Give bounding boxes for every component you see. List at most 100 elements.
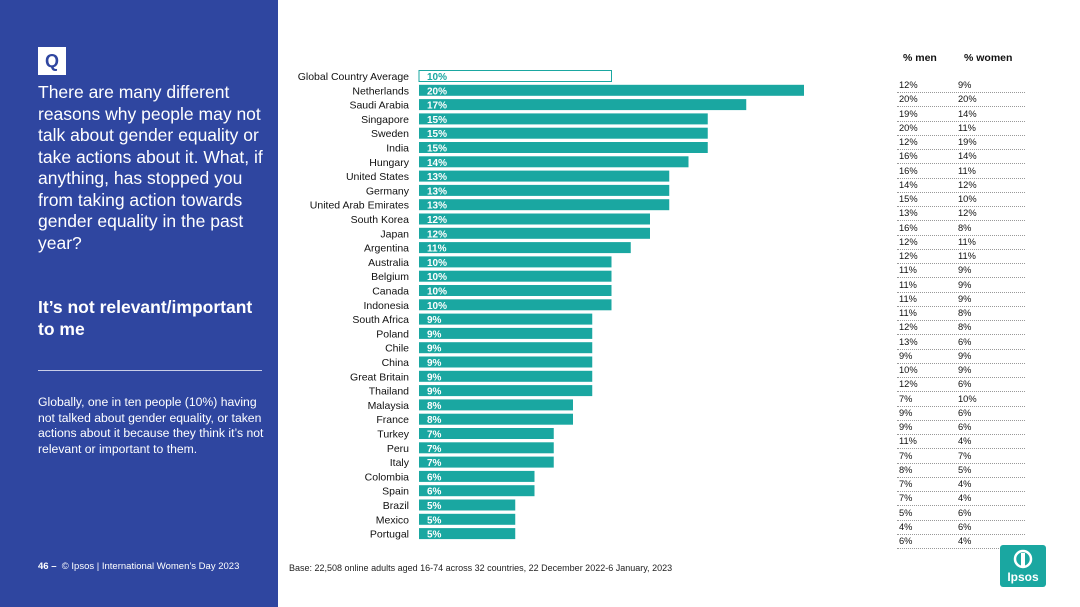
women-value: 4% <box>958 536 972 546</box>
data-label: 9% <box>427 315 442 326</box>
men-value: 13% <box>899 208 918 219</box>
men-value: 12% <box>899 251 918 261</box>
women-value: 11% <box>958 236 976 247</box>
women-value: 6% <box>958 379 972 390</box>
men-value: 7% <box>899 450 913 461</box>
data-label: 8% <box>427 401 442 412</box>
men-value: 12% <box>899 236 918 247</box>
bar <box>419 499 516 511</box>
table-row: 16% 14% <box>897 149 1025 165</box>
men-value: 12% <box>899 137 918 147</box>
women-value: 10% <box>958 393 977 404</box>
table-row: 11% 4% <box>897 434 1025 450</box>
men-value: 5% <box>899 507 913 518</box>
base-note: Base: 22,508 online adults aged 16-74 ac… <box>289 563 673 573</box>
logo-text: Ipsos <box>1007 570 1039 584</box>
category-label: Italy <box>390 457 410 469</box>
category-label: France <box>376 414 409 426</box>
category-label: Great Britain <box>350 371 409 383</box>
women-value: 6% <box>958 336 972 347</box>
data-label: 12% <box>427 215 447 226</box>
women-value: 20% <box>958 94 977 105</box>
women-value: 4% <box>958 436 972 447</box>
bar <box>419 442 554 454</box>
men-value: 11% <box>899 436 917 447</box>
table-row: 12% 19% <box>897 135 1025 151</box>
data-label: 13% <box>427 172 447 183</box>
bar <box>419 528 516 540</box>
sidebar-divider <box>38 370 262 371</box>
category-label: Netherlands <box>352 85 409 97</box>
men-value: 16% <box>899 165 918 176</box>
bar <box>419 470 535 482</box>
bar <box>419 184 670 196</box>
category-label: Chile <box>385 343 409 355</box>
page-number: 46 – <box>38 561 57 572</box>
category-label: South Korea <box>351 214 410 226</box>
data-label: 10% <box>427 72 447 83</box>
category-label: Singapore <box>361 114 409 126</box>
table-row: 7% 4% <box>897 477 1025 493</box>
data-label: 9% <box>427 358 442 369</box>
category-label: China <box>382 357 410 369</box>
table-row: 12% 9% <box>897 78 1025 94</box>
men-value: 7% <box>899 479 913 489</box>
question-text: There are many different reasons why peo… <box>38 82 263 253</box>
answer-highlight: It’s not relevant/important to me <box>38 297 253 339</box>
table-row: 20% 20% <box>897 92 1025 108</box>
bar <box>419 513 516 525</box>
data-label: 5% <box>427 501 442 512</box>
table-row: 12% 11% <box>897 235 1025 250</box>
data-label: 10% <box>427 287 447 298</box>
table-row: 19% 14% <box>897 107 1025 122</box>
data-label: 7% <box>427 458 442 469</box>
men-value: 12% <box>899 80 918 90</box>
table-row: 7% 7% <box>897 449 1025 464</box>
category-label: Indonesia <box>363 300 409 312</box>
category-label: Peru <box>387 443 409 455</box>
table-row: 12% 11% <box>897 249 1025 265</box>
data-label: 15% <box>427 144 447 155</box>
men-value: 16% <box>899 151 918 162</box>
category-label: Spain <box>382 486 409 498</box>
bar <box>419 342 593 354</box>
table-row: 9% 6% <box>897 420 1025 436</box>
men-value: 13% <box>899 336 918 347</box>
category-label: Global Country Average <box>298 71 409 83</box>
women-value: 5% <box>958 464 972 475</box>
table-row: 20% 11% <box>897 121 1025 136</box>
bar <box>419 170 670 182</box>
bar <box>419 356 593 368</box>
bar <box>419 142 708 153</box>
table-row: 11% 9% <box>897 263 1025 279</box>
women-value: 9% <box>958 265 972 276</box>
women-value: 8% <box>958 222 972 233</box>
bar <box>419 485 535 497</box>
men-value: 6% <box>899 536 913 546</box>
table-row: 10% 9% <box>897 363 1025 379</box>
category-label: India <box>386 143 409 155</box>
women-value: 12% <box>958 208 977 219</box>
women-value: 6% <box>958 507 972 518</box>
data-label: 15% <box>427 115 447 126</box>
women-value: 6% <box>958 422 972 432</box>
table-row: 7% 4% <box>897 491 1025 507</box>
summary-text: Globally, one in ten people (10%) having… <box>38 395 264 456</box>
category-label: Colombia <box>365 471 410 483</box>
bar <box>419 285 612 296</box>
category-label: Poland <box>376 328 409 340</box>
table-row: 11% 9% <box>897 292 1025 307</box>
women-value: 9% <box>958 365 972 375</box>
women-value: 9% <box>958 293 972 304</box>
bar <box>419 99 747 111</box>
bar <box>419 242 631 254</box>
data-label: 10% <box>427 272 447 283</box>
table-row: 6% 4% <box>897 534 1025 550</box>
men-value: 11% <box>899 308 917 318</box>
category-label: Hungary <box>369 157 409 169</box>
data-label: 13% <box>427 186 447 197</box>
bar <box>419 327 593 339</box>
data-label: 20% <box>427 86 447 97</box>
women-value: 4% <box>958 479 972 489</box>
table-row: 4% 6% <box>897 520 1025 535</box>
